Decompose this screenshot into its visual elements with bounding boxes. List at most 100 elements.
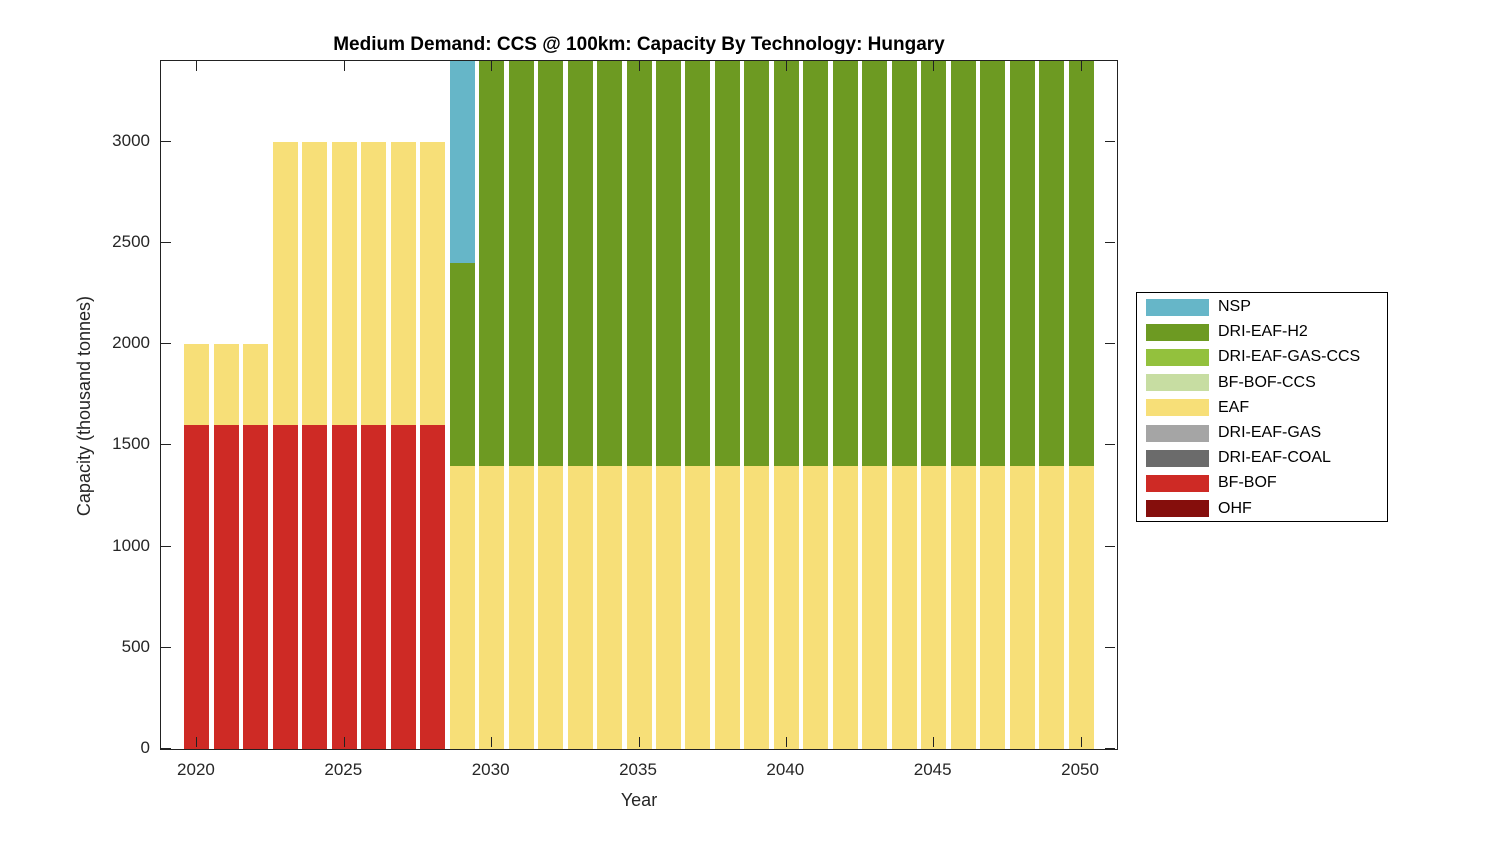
x-tick-top [491, 61, 493, 71]
y-tick-left [161, 140, 171, 142]
x-tick-bottom [491, 737, 493, 747]
bar-segment-dri-eaf-h2-2031 [508, 61, 534, 466]
bar-segment-dri-eaf-h2-2030 [479, 61, 505, 466]
legend-item-bf-bof-ccs: BF-BOF-CCS [1146, 374, 1316, 392]
legend-swatch [1146, 474, 1209, 492]
bar-segment-dri-eaf-h2-2050 [1068, 61, 1094, 466]
legend-swatch [1146, 374, 1209, 392]
bar-segment-eaf-2046 [950, 465, 976, 749]
bar-segment-eaf-2042 [832, 465, 858, 749]
legend-swatch [1146, 298, 1209, 316]
bar-segment-dri-eaf-h2-2049 [1039, 61, 1065, 466]
x-tick-label: 2025 [324, 760, 363, 779]
x-tick-label: 2035 [619, 760, 657, 779]
x-axis-label: Year [620, 790, 658, 810]
bar-segment-bf-bof-2027 [390, 425, 416, 749]
x-tick-bottom [196, 737, 198, 747]
bar-segment-eaf-2037 [685, 465, 711, 749]
bar-segment-dri-eaf-h2-2029 [449, 263, 475, 466]
bar-segment-eaf-2027 [390, 141, 416, 426]
bar-segment-eaf-2022 [243, 344, 269, 426]
bar-segment-eaf-2030 [479, 465, 505, 749]
x-tick-top [785, 61, 787, 71]
y-tick-right [1105, 646, 1115, 648]
bar-segment-bf-bof-2021 [213, 425, 239, 749]
legend-label: DRI-EAF-GAS [1218, 424, 1322, 441]
x-tick-bottom [638, 737, 640, 747]
y-tick-label: 2500 [112, 232, 150, 252]
legend-label: NSP [1218, 298, 1251, 315]
bar-segment-eaf-2045 [921, 465, 947, 749]
y-tick-label: 1000 [112, 535, 150, 555]
y-tick-left [161, 343, 171, 345]
bar-segment-eaf-2025 [331, 141, 357, 426]
x-tick-top [638, 61, 640, 71]
bar-segment-nsp-2029 [449, 61, 475, 264]
bar-segment-eaf-2021 [213, 344, 239, 426]
y-tick-left [161, 748, 171, 749]
x-tick-bottom [785, 737, 787, 747]
bar-segment-dri-eaf-h2-2036 [655, 61, 681, 466]
bar-segment-eaf-2036 [655, 465, 681, 749]
bar-segment-eaf-2031 [508, 465, 534, 749]
legend-label: BF-BOF-CCS [1218, 373, 1316, 391]
legend-label: DRI-EAF-COAL [1218, 449, 1331, 467]
legend-item-dri-eaf-gas: DRI-EAF-GAS [1146, 424, 1321, 442]
legend-item-ohf: OHF [1146, 500, 1252, 518]
bar-segment-dri-eaf-h2-2041 [803, 61, 829, 466]
bar-segment-dri-eaf-h2-2043 [862, 61, 888, 466]
bar-segment-bf-bof-2025 [331, 425, 357, 749]
legend-swatch [1146, 424, 1209, 442]
x-tick-label: 2045 [913, 760, 952, 779]
y-tick-right [1105, 242, 1115, 244]
bar-segment-bf-bof-2022 [243, 425, 269, 749]
bar-segment-eaf-2024 [302, 141, 328, 426]
y-tick-right [1105, 140, 1115, 142]
bar-segment-dri-eaf-h2-2044 [891, 61, 917, 466]
y-tick-left [161, 444, 171, 446]
y-tick-left [161, 646, 171, 648]
y-tick-label: 500 [121, 636, 150, 656]
bar-segment-eaf-2038 [714, 465, 740, 749]
bar-segment-bf-bof-2028 [420, 425, 446, 749]
bar-segment-dri-eaf-h2-2032 [538, 61, 564, 466]
y-tick-right [1105, 444, 1115, 446]
bar-segment-bf-bof-2024 [302, 425, 328, 749]
plot-area [160, 60, 1118, 750]
bar-segment-eaf-2047 [980, 465, 1006, 749]
bar-segment-eaf-2028 [420, 141, 446, 426]
legend-swatch [1146, 323, 1209, 341]
legend-item-dri-eaf-h2: DRI-EAF-H2 [1146, 323, 1308, 341]
legend-swatch [1146, 500, 1209, 518]
y-tick-right [1105, 748, 1115, 749]
x-tick-top [933, 61, 935, 71]
bar-segment-eaf-2049 [1039, 465, 1065, 749]
bar-segment-bf-bof-2023 [272, 425, 298, 749]
bar-segment-eaf-2029 [449, 465, 475, 749]
y-tick-label: 1500 [112, 434, 150, 454]
x-tick-label: 2040 [766, 760, 805, 779]
bar-segment-dri-eaf-h2-2048 [1009, 61, 1035, 466]
bar-segment-eaf-2032 [538, 465, 564, 749]
bar-segment-dri-eaf-h2-2035 [626, 61, 652, 466]
legend-swatch [1146, 348, 1209, 366]
legend-label: DRI-EAF-GAS-CCS [1218, 348, 1361, 366]
legend-swatch [1146, 399, 1209, 417]
x-tick-bottom [343, 737, 345, 747]
legend-item-nsp: NSP [1146, 298, 1251, 316]
bar-segment-dri-eaf-h2-2038 [714, 61, 740, 466]
bar-segment-eaf-2023 [272, 141, 298, 426]
y-tick-label: 2000 [112, 333, 150, 353]
x-tick-label: 2050 [1061, 760, 1099, 779]
x-tick-label: 2030 [471, 760, 510, 779]
x-tick-bottom [933, 737, 935, 747]
x-tick-top [343, 61, 345, 71]
legend-label: EAF [1218, 398, 1250, 416]
legend-item-bf-bof: BF-BOF [1146, 474, 1277, 492]
x-tick-bottom [1080, 737, 1082, 747]
bar-segment-eaf-2035 [626, 465, 652, 749]
bar-segment-eaf-2043 [862, 465, 888, 749]
bar-segment-eaf-2033 [567, 465, 593, 749]
bar-segment-bf-bof-2026 [361, 425, 387, 749]
y-tick-right [1105, 343, 1115, 345]
